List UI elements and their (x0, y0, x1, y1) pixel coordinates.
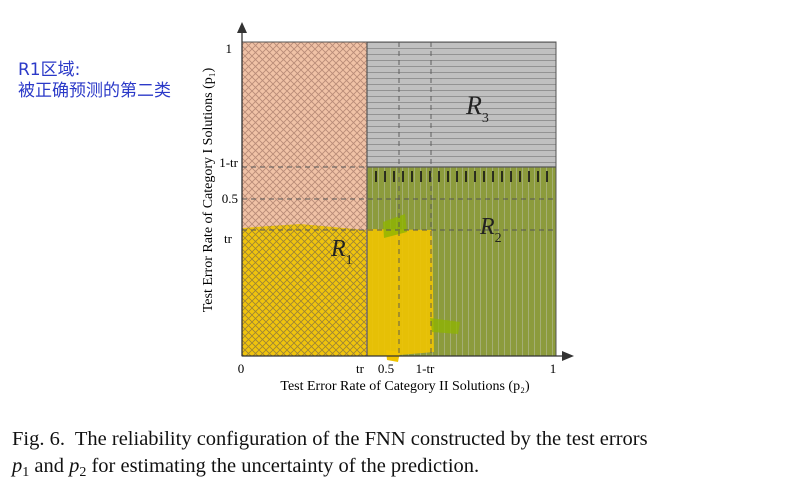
x-tick-1: 1 (550, 361, 557, 376)
caption-prefix: Fig. 6. (12, 428, 65, 450)
caption-p1: p1 (12, 455, 30, 480)
caption-text-2: for estimating the uncertainty of the pr… (91, 455, 480, 477)
y-tick-tr: tr (224, 231, 233, 246)
caption-and: and (34, 455, 64, 477)
r1-annotation: R1区域: 被正确预测的第二类 (18, 60, 171, 102)
x-axis-arrow (562, 351, 574, 361)
annotation-line-1: R1区域: (18, 60, 81, 80)
caption-p2: p2 (69, 455, 87, 480)
highlight-stroke (383, 214, 407, 238)
caption-text-1: The reliability configuration of the FNN… (74, 428, 648, 450)
highlight-overlay-right (367, 229, 434, 356)
x-tick-1-tr: 1-tr (416, 361, 435, 376)
x-tick-0-5: 0.5 (378, 361, 394, 376)
x-axis-label: Test Error Rate of Category II Solutions… (280, 379, 530, 394)
region-label-r2: R2 (479, 214, 502, 246)
x-tick-tr: tr (356, 361, 365, 376)
r2-top-ticks (375, 171, 548, 182)
region-label-r3: R3 (465, 91, 489, 126)
annotation-line-2: 被正确预测的第二类 (18, 81, 171, 101)
y-tick-1-tr: 1-tr (219, 155, 238, 170)
y-tick-0-5: 0.5 (222, 191, 238, 206)
region-r3 (367, 42, 556, 167)
y-axis-arrow (237, 22, 247, 33)
axes (237, 22, 574, 361)
x-tick-origin: 0 (238, 361, 245, 376)
y-tick-1: 1 (226, 41, 233, 56)
region-label-r1: R1 (330, 236, 353, 268)
y-axis-label: Test Error Rate of Category I Solutions … (201, 67, 216, 312)
fnn-reliability-diagram: 1 1-tr 0.5 tr 0 tr 0.5 1-tr 1 Test Error… (201, 22, 574, 394)
figure-caption: Fig. 6. The reliability configuration of… (12, 426, 782, 486)
highlight-overlay (242, 224, 366, 356)
highlight-stroke-lower (430, 318, 460, 334)
